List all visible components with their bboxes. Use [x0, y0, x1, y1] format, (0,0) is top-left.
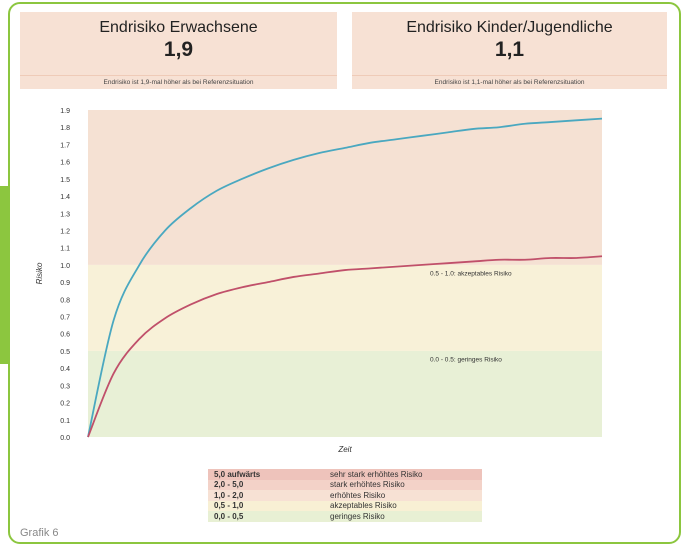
y-tick-label: 1.4 — [60, 194, 70, 201]
y-tick-label: 0.4 — [60, 366, 70, 373]
legend-range: 1,0 - 2,0 — [214, 490, 244, 500]
adult-risk-title: Endrisiko Erwachsene — [99, 19, 258, 36]
legend-label: akzeptables Risiko — [330, 501, 397, 511]
legend-label: sehr stark erhöhtes Risiko — [330, 469, 423, 479]
risk-band — [88, 264, 602, 351]
legend-row: 5,0 aufwärts sehr stark erhöhtes Risiko — [208, 469, 482, 480]
x-axis-label: Zeit — [337, 445, 352, 454]
legend-label: erhöhtes Risiko — [330, 490, 386, 500]
y-axis-label: Risiko — [35, 262, 44, 284]
y-tick-label: 0.6 — [60, 332, 70, 339]
band-label: 0.5 - 1.0: akzeptables Risiko — [430, 271, 512, 278]
legend-label: geringes Risiko — [330, 511, 385, 521]
y-tick-label: 0.3 — [60, 383, 70, 390]
y-tick-label: 1.1 — [60, 246, 70, 253]
child-risk-note: Endrisiko ist 1,1-mal höher als bei Refe… — [434, 79, 585, 86]
y-tick-label: 1.8 — [60, 125, 70, 132]
y-tick-label: 0.5 — [60, 349, 70, 356]
legend-row: 2,0 - 5,0 stark erhöhtes Risiko — [208, 479, 482, 490]
side-accent-tab — [0, 186, 9, 364]
adult-risk-card: Endrisiko Erwachsene 1,9 Endrisiko ist 1… — [20, 12, 337, 89]
y-tick-label: 0.7 — [60, 315, 70, 322]
risk-band — [88, 110, 602, 265]
legend-label: stark erhöhtes Risiko — [330, 480, 405, 490]
child-risk-title: Endrisiko Kinder/Jugendliche — [406, 19, 613, 36]
y-tick-label: 0.1 — [60, 418, 70, 425]
y-tick-label: 0.8 — [60, 297, 70, 304]
card-divider — [20, 75, 337, 76]
legend-row: 0,0 - 0,5 geringes Risiko — [208, 511, 482, 522]
legend-range: 5,0 aufwärts — [214, 469, 261, 479]
adult-risk-note: Endrisiko ist 1,9-mal höher als bei Refe… — [103, 79, 254, 86]
legend-row: 1,0 - 2,0 erhöhtes Risiko — [208, 490, 482, 501]
legend-row: 0,5 - 1,0 akzeptables Risiko — [208, 500, 482, 511]
y-tick-label: 1.7 — [60, 142, 70, 149]
adult-risk-value: 1,9 — [163, 38, 194, 61]
child-risk-value: 1,1 — [494, 38, 525, 61]
y-tick-label: 1.5 — [60, 177, 70, 184]
legend-range: 2,0 - 5,0 — [214, 480, 244, 490]
risk-chart: 0.0 0.1 0.2 0.3 0.4 0.5 0.6 0.7 0.8 0.9 1.0 1.1 1.2 1… — [35, 108, 603, 454]
child-risk-card: Endrisiko Kinder/Jugendliche 1,1 Endrisi… — [352, 12, 667, 89]
band-label: 0.0 - 0.5: geringes Risiko — [430, 357, 502, 364]
y-tick-label: 1.0 — [60, 263, 70, 270]
risk-legend-table: 5,0 aufwärts sehr stark erhöhtes Risiko 2,… — [208, 469, 482, 522]
y-tick-label: 1.2 — [60, 228, 70, 235]
child-risk-line — [87, 255, 603, 438]
y-tick-label: 0.2 — [60, 401, 70, 408]
figure-caption: Grafik 6 — [20, 527, 59, 539]
legend-range: 0,0 - 0,5 — [214, 511, 244, 521]
y-tick-label: 1.3 — [60, 211, 70, 218]
y-tick-label: 0.9 — [60, 280, 70, 287]
adult-risk-line — [87, 117, 603, 438]
legend-range: 0,5 - 1,0 — [214, 501, 244, 511]
y-tick-label: 1.6 — [60, 160, 70, 167]
risk-band — [88, 350, 602, 437]
card-divider — [352, 75, 667, 76]
y-tick-label: 0.0 — [60, 435, 70, 442]
y-tick-label: 1.9 — [60, 108, 70, 115]
